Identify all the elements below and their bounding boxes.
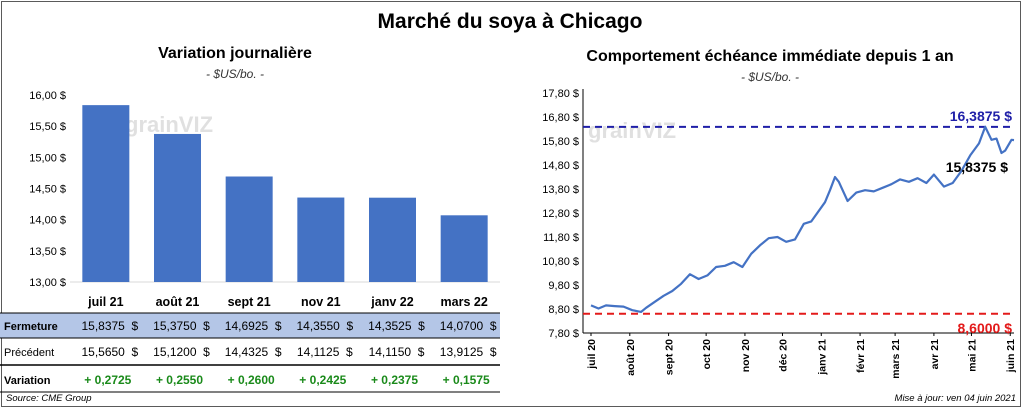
right-x-tick-label: févr 21 — [855, 339, 867, 373]
right-y-tick-label: 13,80 $ — [542, 184, 579, 196]
table-cell: + 0,1575 — [443, 373, 490, 387]
left-chart-unit: - $US/bo. - — [205, 67, 265, 81]
table-cell: 14,6925 $ — [225, 319, 282, 333]
left-y-tick-label: 13,50 $ — [29, 246, 66, 258]
right-y-tick-label: 12,80 $ — [542, 208, 579, 220]
table-cell: 14,1125 $ — [297, 345, 353, 359]
fermeture-row-bg — [0, 313, 500, 338]
right-y-tick-label: 17,80 $ — [542, 88, 579, 100]
bar-5 — [369, 197, 416, 282]
left-y-tick-label: 15,00 $ — [29, 152, 66, 164]
table-cell: 14,3550 $ — [296, 319, 353, 333]
table-cell: 15,1200 $ — [153, 345, 210, 359]
left-y-tick-label: 16,00 $ — [29, 90, 66, 102]
right-x-tick-label: août 20 — [625, 339, 637, 376]
bar-3 — [225, 176, 273, 282]
bar-2 — [154, 133, 201, 282]
left-x-tick-label: août 21 — [156, 295, 200, 309]
left-y-tick-label: 15,50 $ — [29, 121, 66, 133]
right-x-tick-label: juin 21 — [1005, 339, 1017, 373]
right-x-tick-label: sept 20 — [664, 339, 676, 375]
footer-update: Mise à jour: ven 04 juin 2021 — [894, 393, 1016, 404]
right-y-tick-label: 15,80 $ — [542, 136, 579, 148]
right-x-tick-label: déc 20 — [777, 339, 789, 372]
right-x-tick-label: juil 20 — [586, 339, 598, 370]
left-y-tick-label: 13,00 $ — [29, 277, 66, 289]
table-cell: 15,5650 $ — [81, 345, 138, 359]
last-value-label: 15,8375 $ — [946, 159, 1008, 175]
right-y-tick-label: 14,80 $ — [542, 160, 579, 172]
right-y-tick-label: 9,80 $ — [548, 280, 579, 292]
left-y-tick-label: 14,50 $ — [29, 184, 66, 196]
table-cell: 14,0700 $ — [440, 319, 497, 333]
right-y-tick-label: 7,80 $ — [548, 328, 579, 340]
right-watermark: grainVIZ — [588, 118, 676, 143]
right-x-tick-label: avr 21 — [929, 339, 941, 370]
bar-1 — [82, 105, 130, 282]
table-cell: 15,8375 $ — [81, 319, 138, 333]
right-chart-title: Comportement échéance immédiate depuis 1… — [586, 48, 954, 65]
table-cell: 15,3750 $ — [153, 319, 210, 333]
left-x-tick-label: janv 22 — [370, 295, 413, 309]
table-cell: + 0,2600 — [228, 373, 275, 387]
bar-4 — [297, 197, 345, 282]
left-x-tick-label: mars 22 — [441, 295, 488, 309]
left-chart-title: Variation journalière — [158, 45, 312, 62]
bar-6 — [440, 215, 488, 282]
table-cell: + 0,2425 — [299, 373, 346, 387]
right-y-tick-label: 16,80 $ — [542, 112, 579, 124]
right-x-tick-label: nov 20 — [740, 339, 752, 372]
table-cell: + 0,2375 — [371, 373, 418, 387]
max-value-label: 16,3875 $ — [950, 108, 1012, 124]
table-cell: 14,4325 $ — [225, 345, 282, 359]
table-row-label: Précédent — [4, 347, 54, 359]
right-x-tick-label: janv 21 — [816, 339, 828, 376]
right-x-tick-label: oct 20 — [701, 339, 713, 370]
left-x-tick-label: juil 21 — [87, 295, 123, 309]
table-cell: + 0,2550 — [156, 373, 203, 387]
page-title: Marché du soya à Chicago — [377, 10, 643, 33]
table-cell: 13,9125 $ — [440, 345, 497, 359]
right-x-tick-label: mars 21 — [890, 339, 902, 379]
right-y-tick-label: 10,80 $ — [542, 256, 579, 268]
table-cell: 14,3525 $ — [368, 319, 425, 333]
left-watermark: grainVIZ — [125, 112, 213, 137]
price-line — [590, 125, 1015, 313]
left-x-tick-label: nov 21 — [301, 295, 341, 309]
left-y-tick-label: 14,00 $ — [29, 215, 66, 227]
table-row-label: Fermeture — [4, 321, 58, 333]
table-row-label: Variation — [4, 375, 51, 387]
right-chart-unit: - $US/bo. - — [740, 70, 800, 84]
min-value-label: 8,6000 $ — [958, 320, 1013, 336]
table-cell: + 0,2725 — [84, 373, 131, 387]
right-y-tick-label: 8,80 $ — [548, 304, 579, 316]
right-x-tick-label: mai 21 — [966, 339, 978, 372]
left-x-tick-label: sept 21 — [228, 295, 271, 309]
table-cell: 14,1150 $ — [369, 345, 425, 359]
footer-source: Source: CME Group — [6, 393, 92, 404]
right-y-tick-label: 11,80 $ — [543, 232, 579, 244]
